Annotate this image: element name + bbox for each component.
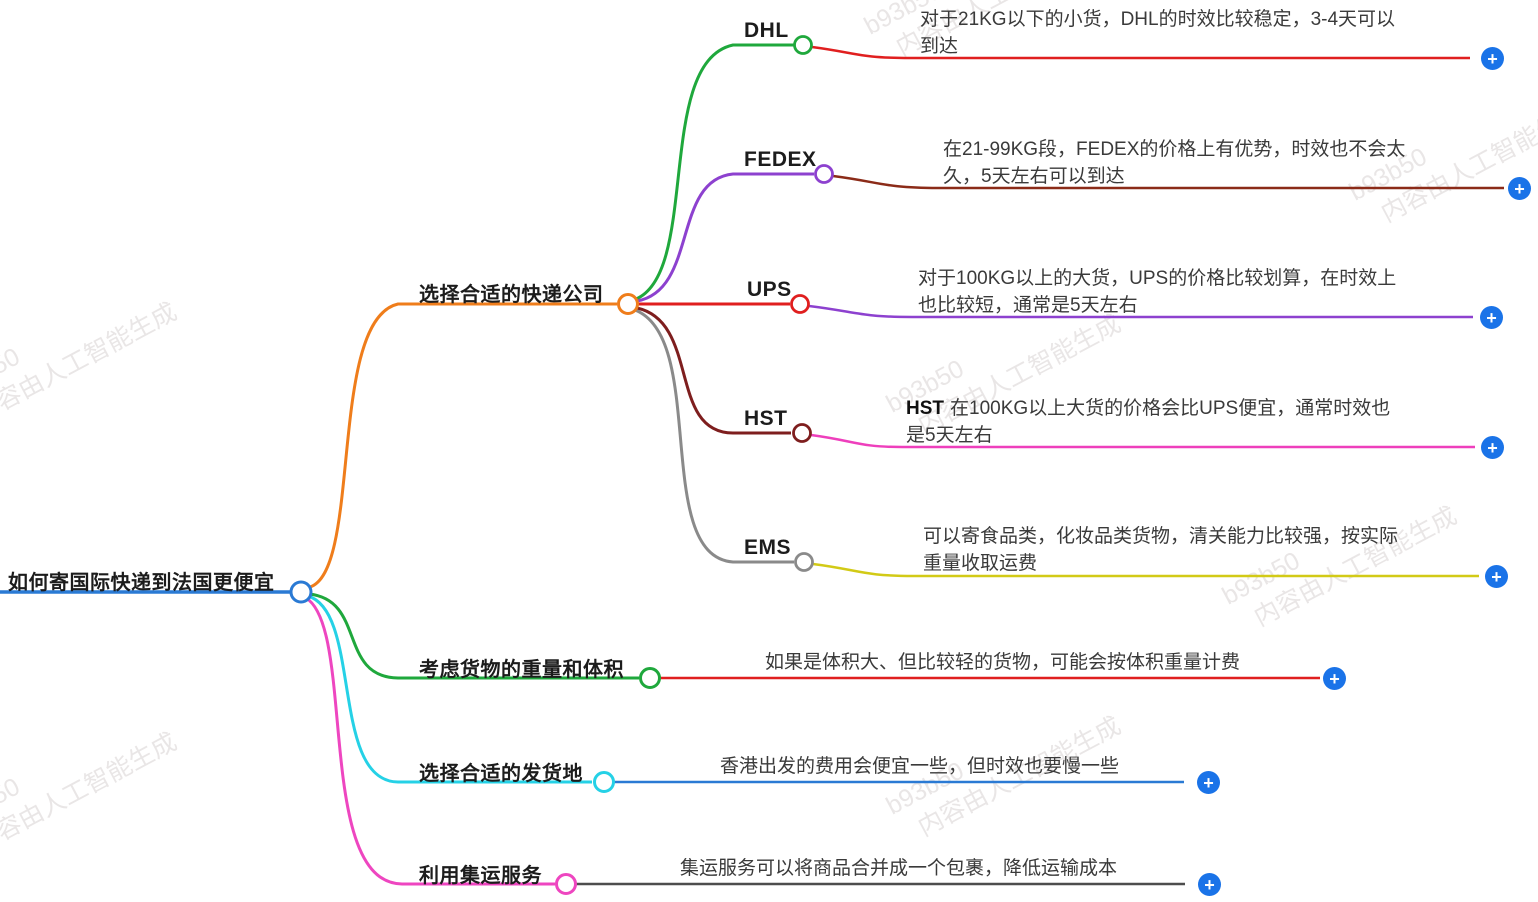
courier-curve-hst bbox=[636, 306, 791, 435]
expand-button-fedex[interactable]: + bbox=[1508, 177, 1531, 200]
root-node-label[interactable]: 如何寄国际快递到法国更便宜 bbox=[8, 572, 275, 594]
expand-button-weight-volume[interactable]: + bbox=[1323, 667, 1346, 690]
leaf-text-hst-prefix: HST bbox=[906, 398, 944, 419]
node-circle-couriers[interactable] bbox=[617, 293, 639, 315]
node-circle-dhl[interactable] bbox=[793, 35, 813, 55]
leaf-text-fedex[interactable]: 在21-99KG段，FEDEX的价格上有优势，时效也不会太 久，5天左右可以到达 bbox=[943, 139, 1406, 187]
leaf-text-ups[interactable]: 对于100KG以上的大货，UPS的价格比较划算，在时效上 也比较短，通常是5天左… bbox=[918, 268, 1397, 316]
courier-label-hst[interactable]: HST bbox=[744, 407, 788, 430]
branch-curve-couriers bbox=[309, 302, 617, 589]
courier-label-ups[interactable]: UPS bbox=[747, 278, 792, 301]
courier-curve-ems bbox=[634, 308, 794, 564]
leaf-line-dhl bbox=[811, 45, 1470, 60]
leaf-line-hst bbox=[810, 433, 1475, 449]
leaf-text-weight-volume[interactable]: 如果是体积大、但比较轻的货物，可能会按体积重量计费 bbox=[765, 652, 1241, 673]
leaf-line-ems bbox=[812, 562, 1479, 578]
courier-curve-fedex bbox=[636, 172, 814, 303]
expand-button-hst[interactable]: + bbox=[1481, 436, 1504, 459]
courier-label-fedex[interactable]: FEDEX bbox=[744, 148, 817, 171]
branch-label-consolidation[interactable]: 利用集运服务 bbox=[419, 865, 542, 887]
node-circle-hst[interactable] bbox=[792, 423, 812, 443]
leaf-text-ems[interactable]: 可以寄食品类，化妆品类货物，清关能力比较强，按实际 重量收取运费 bbox=[923, 526, 1399, 574]
leaf-line-fedex bbox=[832, 174, 1504, 190]
leaf-text-ship-origin[interactable]: 香港出发的费用会便宜一些，但时效也要慢一些 bbox=[720, 756, 1120, 777]
courier-label-ems[interactable]: EMS bbox=[744, 536, 792, 559]
branch-curve-weight-volume bbox=[308, 592, 639, 680]
courier-curve-dhl bbox=[635, 43, 794, 301]
branch-curve-consolidation bbox=[305, 596, 555, 886]
leaf-text-dhl[interactable]: 对于21KG以下的小货，DHL的时效比较稳定，3-4天可以 到达 bbox=[920, 9, 1396, 57]
branch-curve-ship-origin bbox=[307, 594, 592, 784]
expand-button-ems[interactable]: + bbox=[1485, 565, 1508, 588]
root-node-circle[interactable] bbox=[289, 580, 313, 604]
node-circle-weight-volume[interactable] bbox=[639, 667, 661, 689]
leaf-text-hst-body: 在100KG以上大货的价格会比UPS便宜，通常时效也 是5天左右 bbox=[906, 398, 1391, 446]
node-circle-consolidation[interactable] bbox=[555, 873, 577, 895]
branch-label-weight-volume[interactable]: 考虑货物的重量和体积 bbox=[419, 659, 624, 681]
expand-button-consolidation[interactable]: + bbox=[1198, 873, 1221, 896]
branch-label-ship-origin[interactable]: 选择合适的发货地 bbox=[419, 763, 583, 785]
node-circle-fedex[interactable] bbox=[814, 164, 834, 184]
leaf-text-consolidation[interactable]: 集运服务可以将商品合并成一个包裹，降低运输成本 bbox=[680, 858, 1118, 879]
branch-label-couriers[interactable]: 选择合适的快递公司 bbox=[419, 284, 604, 306]
leaf-line-ups bbox=[808, 304, 1473, 319]
expand-button-dhl[interactable]: + bbox=[1481, 47, 1504, 70]
node-circle-ship-origin[interactable] bbox=[593, 771, 615, 793]
courier-label-dhl[interactable]: DHL bbox=[744, 19, 789, 42]
node-circle-ems[interactable] bbox=[794, 552, 814, 572]
node-circle-ups[interactable] bbox=[790, 294, 810, 314]
expand-button-ship-origin[interactable]: + bbox=[1197, 771, 1220, 794]
leaf-text-hst[interactable]: HST 在100KG以上大货的价格会比UPS便宜，通常时效也 是5天左右 bbox=[906, 395, 1476, 449]
expand-button-ups[interactable]: + bbox=[1480, 306, 1503, 329]
